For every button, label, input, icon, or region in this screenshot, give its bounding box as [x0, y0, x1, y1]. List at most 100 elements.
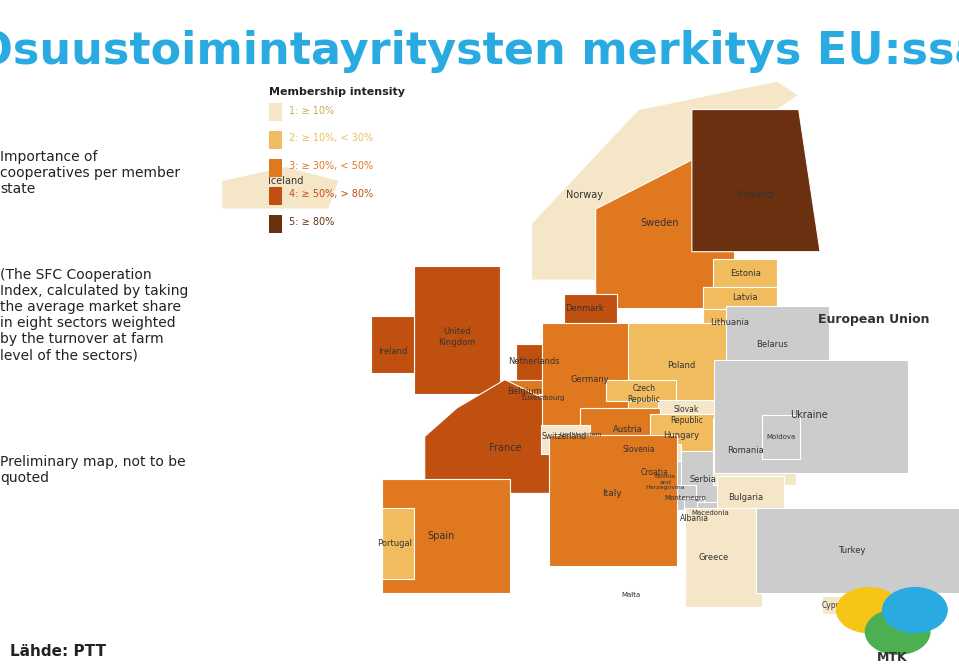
Text: Albania: Albania [680, 514, 709, 523]
Polygon shape [504, 379, 542, 401]
Polygon shape [646, 461, 688, 499]
Polygon shape [691, 110, 820, 252]
Text: Czech
Republic: Czech Republic [627, 384, 660, 403]
Polygon shape [629, 591, 634, 596]
Polygon shape [539, 394, 548, 403]
Text: Portugal: Portugal [377, 539, 412, 548]
Text: Malta: Malta [621, 591, 642, 597]
Text: MTK: MTK [877, 651, 907, 664]
Text: Poland: Poland [667, 361, 695, 370]
Text: Moldova: Moldova [766, 434, 795, 440]
Polygon shape [703, 287, 778, 308]
Text: Bulgaria: Bulgaria [728, 493, 762, 502]
Text: Membership intensity: Membership intensity [269, 87, 405, 97]
Text: Ukraine: Ukraine [790, 410, 829, 420]
Text: Serbia: Serbia [690, 475, 716, 484]
Polygon shape [714, 360, 908, 474]
Polygon shape [414, 266, 500, 394]
Polygon shape [371, 316, 414, 373]
Polygon shape [541, 425, 591, 454]
Polygon shape [222, 167, 339, 209]
Text: Montenegro: Montenegro [665, 494, 707, 500]
Text: Lähde: PTT: Lähde: PTT [10, 644, 105, 658]
Polygon shape [697, 502, 724, 524]
Text: Hungary: Hungary [663, 431, 699, 440]
Polygon shape [579, 433, 581, 436]
Text: Turkey: Turkey [838, 546, 866, 555]
Text: Ireland: Ireland [378, 347, 408, 356]
Polygon shape [425, 379, 564, 494]
Text: Lithuania: Lithuania [710, 318, 749, 327]
Polygon shape [762, 415, 800, 460]
Polygon shape [542, 322, 639, 436]
Text: 4: ≥ 50%, > 80%: 4: ≥ 50%, > 80% [290, 189, 373, 199]
Text: (The SFC Cooperation
Index, calculated by taking
the average market share
in eig: (The SFC Cooperation Index, calculated b… [0, 268, 188, 363]
Text: 1: ≥ 10%: 1: ≥ 10% [290, 106, 335, 116]
Polygon shape [650, 413, 723, 455]
FancyBboxPatch shape [269, 103, 282, 121]
Text: Austria: Austria [613, 425, 643, 434]
FancyBboxPatch shape [269, 187, 282, 205]
Polygon shape [756, 508, 959, 593]
Text: Cyprus: Cyprus [822, 601, 849, 610]
Polygon shape [579, 408, 660, 445]
Text: Romania: Romania [727, 446, 763, 455]
Polygon shape [717, 476, 784, 519]
FancyBboxPatch shape [269, 131, 282, 149]
Circle shape [836, 587, 901, 633]
Polygon shape [681, 451, 723, 504]
Polygon shape [549, 435, 677, 566]
Text: Osuustoimintayritysten merkitys EU:ssa: Osuustoimintayritysten merkitys EU:ssa [0, 30, 959, 73]
Text: Finland: Finland [738, 190, 774, 200]
Polygon shape [382, 479, 510, 593]
Text: Italy: Italy [602, 489, 621, 498]
Polygon shape [675, 485, 696, 510]
Text: European Union: European Union [818, 313, 929, 326]
Text: Denmark: Denmark [566, 304, 604, 313]
Text: 3: ≥ 30%, < 50%: 3: ≥ 30%, < 50% [290, 161, 373, 171]
Polygon shape [564, 294, 617, 330]
Text: Germany: Germany [571, 375, 610, 384]
Polygon shape [713, 259, 778, 287]
FancyBboxPatch shape [269, 159, 282, 177]
Polygon shape [596, 138, 735, 308]
Polygon shape [713, 418, 796, 485]
Text: France: France [488, 443, 521, 453]
FancyBboxPatch shape [269, 215, 282, 233]
Polygon shape [516, 344, 553, 379]
Text: Netherlands: Netherlands [508, 357, 559, 366]
Text: Bosnia
and
Herzegovina: Bosnia and Herzegovina [645, 474, 685, 490]
Text: 5: ≥ 80%: 5: ≥ 80% [290, 217, 335, 227]
Polygon shape [658, 399, 718, 427]
Text: Greece: Greece [698, 553, 728, 562]
Text: Latvia: Latvia [733, 293, 758, 302]
Polygon shape [621, 438, 656, 460]
Text: United
Kingdom: United Kingdom [438, 327, 476, 347]
Text: Belgium: Belgium [506, 387, 542, 395]
Text: Importance of
cooperatives per member
state: Importance of cooperatives per member st… [0, 150, 180, 196]
Circle shape [882, 587, 947, 633]
Circle shape [865, 609, 930, 654]
Text: Sweden: Sweden [641, 218, 679, 228]
Text: Belarus: Belarus [756, 340, 788, 349]
Polygon shape [686, 508, 762, 607]
Text: Estonia: Estonia [730, 268, 760, 278]
Text: Croatia: Croatia [641, 468, 668, 476]
Polygon shape [382, 508, 414, 579]
Polygon shape [628, 322, 735, 408]
Text: Norway: Norway [567, 190, 603, 200]
Polygon shape [531, 81, 799, 280]
Polygon shape [822, 596, 848, 614]
Text: Liechtenstein: Liechtenstein [559, 432, 601, 437]
Polygon shape [726, 306, 829, 375]
Polygon shape [685, 498, 704, 542]
Text: 2: ≥ 10%, < 30%: 2: ≥ 10%, < 30% [290, 134, 373, 143]
Text: Slovenia: Slovenia [622, 445, 655, 454]
Text: Macedonia: Macedonia [691, 510, 729, 516]
Polygon shape [622, 444, 681, 503]
Text: Luxembourg: Luxembourg [522, 395, 565, 401]
Text: Preliminary map, not to be
quoted: Preliminary map, not to be quoted [0, 455, 186, 485]
Polygon shape [606, 379, 676, 401]
Text: Spain: Spain [427, 531, 455, 541]
Polygon shape [703, 308, 756, 337]
